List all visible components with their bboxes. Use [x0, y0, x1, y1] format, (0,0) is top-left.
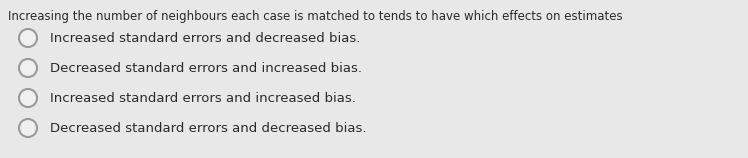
- Text: Increasing the number of neighbours each case is matched to tends to have which : Increasing the number of neighbours each…: [8, 10, 622, 23]
- Circle shape: [19, 59, 37, 77]
- Text: Increased standard errors and increased bias.: Increased standard errors and increased …: [50, 91, 356, 104]
- Circle shape: [19, 119, 37, 137]
- Circle shape: [19, 29, 37, 47]
- Text: Decreased standard errors and decreased bias.: Decreased standard errors and decreased …: [50, 122, 367, 134]
- Circle shape: [19, 89, 37, 107]
- Text: Decreased standard errors and increased bias.: Decreased standard errors and increased …: [50, 61, 362, 75]
- Text: Increased standard errors and decreased bias.: Increased standard errors and decreased …: [50, 31, 361, 45]
